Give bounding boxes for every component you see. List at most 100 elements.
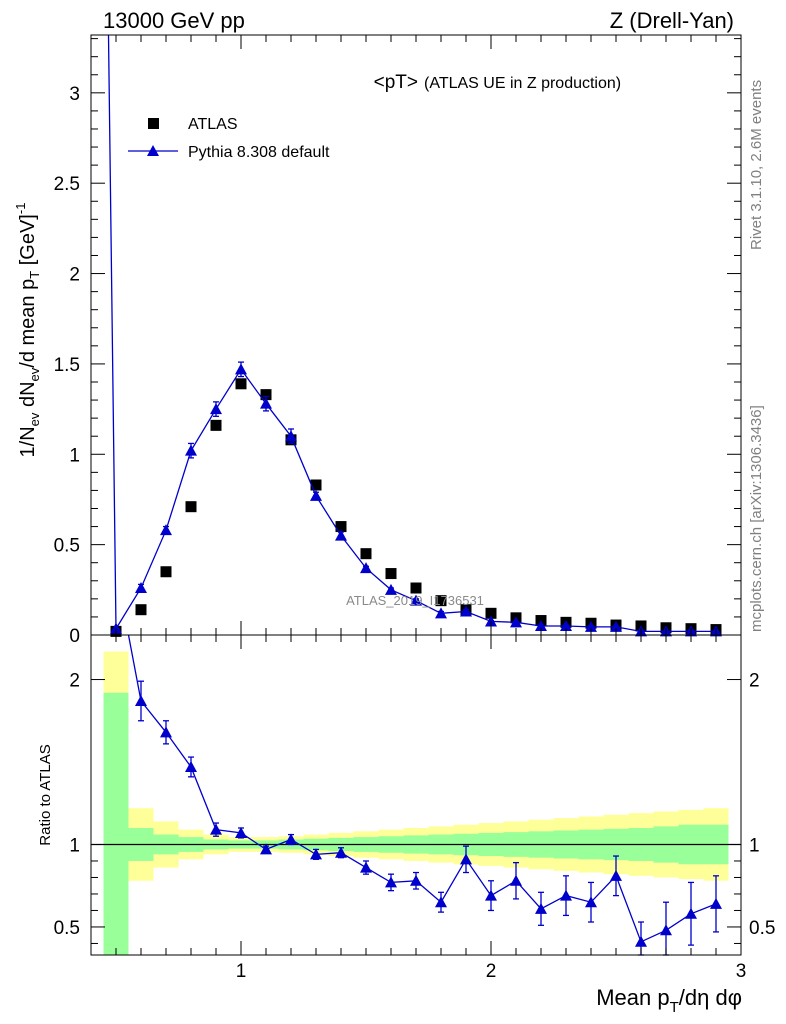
ratio-point (585, 896, 597, 908)
ratio-point (160, 726, 172, 738)
upper-y-tick-label: 2 (69, 265, 80, 286)
upper-y-tick-label: 1 (69, 445, 80, 466)
plot-subtitle: (ATLAS UE in Z production) (424, 75, 621, 92)
pythia-point (610, 620, 622, 632)
lower-y-tick-label-left: 1 (69, 835, 80, 856)
ratio-point (485, 889, 497, 901)
ratio-point (460, 853, 472, 865)
pythia-line (107, 34, 716, 633)
ratio-point (610, 869, 622, 881)
x-tick-labels: 1 2 3 (236, 961, 747, 982)
atlas-point (135, 604, 147, 616)
atlas-point (410, 582, 422, 594)
pythia-point (235, 363, 247, 375)
ratio-point (285, 833, 297, 845)
pythia-point (135, 582, 147, 594)
upper-plot-area (107, 34, 722, 637)
atlas-point (210, 419, 222, 431)
x-tick-label: 3 (736, 961, 747, 982)
legend-atlas-label: ATLAS (188, 116, 238, 133)
upper-ticks (90, 35, 742, 636)
ratio-point (385, 876, 397, 888)
ratio-point (635, 935, 647, 947)
ratio-point (185, 760, 197, 772)
pythia-point (560, 619, 572, 631)
upper-y-tick-label: 1.5 (54, 355, 80, 376)
atlas-point (385, 568, 397, 580)
x-tick-label: 2 (486, 961, 497, 982)
legend: ATLAS Pythia 8.308 default (128, 116, 330, 161)
lower-ticks (90, 635, 742, 955)
lower-y-tick-label-left: 0.5 (54, 918, 80, 939)
lower-plot-area (91, 634, 741, 956)
lower-y-tick-label-left: 2 (69, 671, 80, 692)
rivet-info: Rivet 3.1.10, 2.6M events (748, 80, 765, 250)
pythia-point (585, 620, 597, 632)
pythia-point (210, 403, 222, 415)
pythia-point (185, 444, 197, 456)
ratio-line (127, 634, 717, 943)
atlas-point (260, 389, 272, 401)
legend-pythia-label: Pythia 8.308 default (188, 144, 330, 161)
pythia-point (535, 619, 547, 631)
uncertainty-band-inner (103, 692, 129, 955)
header-left: 13000 GeV pp (103, 8, 245, 33)
pythia-point (335, 529, 347, 541)
lower-y-tick-label-right: 2 (749, 671, 760, 692)
atlas-point (435, 595, 447, 607)
x-tick-label: 1 (236, 961, 247, 982)
ratio-point (235, 826, 247, 838)
atlas-point (235, 378, 247, 390)
atlas-point (160, 566, 172, 578)
upper-y-tick-label: 2.5 (54, 174, 80, 195)
pythia-point (460, 605, 472, 617)
mcplots-info: mcplots.cern.ch [arXiv:1306.3436] (748, 405, 765, 632)
ratio-point (535, 902, 547, 914)
atlas-point (335, 521, 347, 533)
atlas-point (485, 607, 497, 619)
lower-frame (90, 634, 742, 956)
pythia-point (510, 616, 522, 628)
ratio-point (310, 848, 322, 860)
pythia-point (260, 397, 272, 409)
lower-panel: 0.5 0.5 1 1 2 2 1 2 3 Ratio to ATLAS Mean pT/dη… (37, 634, 776, 1016)
ratio-point (710, 897, 722, 909)
ratio-point (260, 843, 272, 855)
atlas-point (310, 479, 322, 491)
legend-pythia-marker (147, 145, 159, 156)
lower-y-tick-label-right: 1 (749, 835, 760, 856)
legend-atlas-marker (148, 118, 159, 129)
pythia-point (285, 430, 297, 442)
upper-y-axis-label: 1/Nev dNev/d mean pT [GeV]-1 (13, 203, 42, 458)
ratio-point (560, 889, 572, 901)
ratio-point (660, 924, 672, 936)
lower-y-tick-label-right: 0.5 (749, 918, 775, 939)
pythia-point (435, 607, 447, 619)
upper-y-tick-label: 0 (69, 626, 80, 647)
ratio-point (685, 907, 697, 919)
atlas-point (360, 548, 372, 560)
upper-y-tick-label: 0.5 (54, 536, 80, 557)
plot-title: <pT> (374, 72, 418, 93)
x-axis-label: Mean pT/dη dφ (596, 985, 742, 1016)
upper-panel: 0 0.5 1 1.5 2 2.5 3 <pT> (ATLAS UE in Z produc… (13, 34, 742, 647)
upper-y-tick-labels: 0 0.5 1 1.5 2 2.5 3 (54, 84, 80, 647)
header-right: Z (Drell-Yan) (610, 8, 734, 33)
analysis-watermark: ATLAS_2019_I1736531 (346, 593, 484, 608)
ratio-point (360, 861, 372, 873)
pythia-point (310, 489, 322, 501)
ratio-y-axis-label: Ratio to ATLAS (37, 744, 54, 845)
pythia-point (160, 524, 172, 536)
ratio-point (435, 896, 447, 908)
pythia-point (485, 615, 497, 627)
upper-y-tick-label: 3 (69, 84, 80, 105)
ratio-point (210, 823, 222, 835)
ratio-point (410, 874, 422, 886)
pythia-point (385, 583, 397, 595)
pythia-point (410, 594, 422, 606)
ratio-point (510, 874, 522, 886)
lower-y-tick-labels: 0.5 0.5 1 1 2 2 (54, 671, 776, 939)
ratio-point (135, 694, 147, 706)
ratio-point (335, 846, 347, 858)
